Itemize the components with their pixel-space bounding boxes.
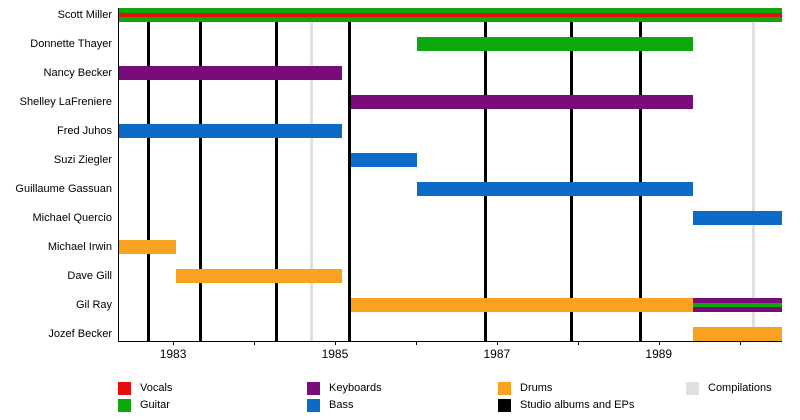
member-tenure-bar [692,327,782,341]
legend-swatch-drums [498,382,511,395]
x-axis-tick [496,341,498,345]
member-tenure-bar [692,298,782,313]
role-stripe-keyboards [692,298,782,303]
member-tenure-bar [175,269,343,283]
x-axis-tick [415,341,417,345]
role-stripe-drums [175,269,343,283]
x-axis-tick [334,341,336,345]
studio-album-release-line [638,8,642,341]
compilation-release-line [751,8,755,341]
member-label: Michael Irwin [47,241,112,253]
member-label: Michael Quercio [32,212,112,224]
studio-album-release-line [483,8,487,341]
legend-swatch-keyboards [307,382,320,395]
member-tenure-bar [119,124,343,138]
role-stripe-keyboards [351,95,693,109]
role-stripe-vocals [119,12,782,18]
role-stripe-bass [416,182,693,196]
plot-area [118,8,782,342]
member-tenure-bar [119,8,782,23]
studio-album-release-line [198,8,202,341]
member-label: Shelley LaFreniere [19,96,112,108]
role-stripe-guitar [692,302,782,308]
x-axis-year-label: 1987 [483,347,511,361]
role-stripe-keyboards [692,307,782,313]
legend-label: Vocals [140,382,173,394]
legend-label: Guitar [140,399,170,411]
member-tenure-bar [119,66,343,80]
legend-swatch-guitar [118,399,131,412]
member-tenure-bar [416,182,693,196]
role-stripe-bass [692,211,782,225]
legend-swatch-studio_albums [498,399,511,412]
x-axis-year-label: 1989 [645,347,673,361]
x-axis-year-label: 1985 [321,347,349,361]
member-label: Gil Ray [75,299,112,311]
member-tenure-bar [351,298,693,312]
legend-label: Bass [329,399,354,411]
x-axis-tick [173,341,175,345]
studio-album-release-line [147,8,151,341]
legend-label: Studio albums and EPs [520,399,635,411]
member-label: Donnette Thayer [30,38,112,50]
legend-label: Compilations [708,382,772,394]
member-label: Fred Juhos [56,125,112,137]
legend-label: Drums [520,382,553,394]
member-label: Suzi Ziegler [53,154,112,166]
role-stripe-guitar [119,17,782,23]
studio-album-release-line [347,8,351,341]
role-stripe-guitar [416,37,693,51]
studio-album-release-line [275,8,279,341]
member-tenure-bar [119,240,176,254]
member-tenure-bar [351,153,417,167]
legend-label: Keyboards [329,382,382,394]
role-stripe-drums [119,240,176,254]
role-stripe-bass [119,124,343,138]
member-tenure-bar [351,95,693,109]
role-stripe-drums [351,298,693,312]
x-axis-tick [739,341,741,345]
x-axis-tick [577,341,579,345]
legend-swatch-compilations [686,382,699,395]
legend-swatch-bass [307,399,320,412]
role-stripe-guitar [119,8,782,13]
x-axis-tick [658,341,660,345]
member-tenure-bar [416,37,693,51]
role-stripe-drums [692,327,782,341]
x-axis-tick [254,341,255,345]
compilation-release-line [309,8,313,341]
x-axis-year-label: 1983 [159,347,187,361]
member-tenure-bar [692,211,782,225]
legend-swatch-vocals [118,382,131,395]
role-stripe-bass [351,153,417,167]
member-label: Dave Gill [67,270,112,282]
member-label: Guillaume Gassuan [15,183,112,195]
member-label: Scott Miller [57,9,112,21]
member-label: Jozef Becker [48,328,112,340]
role-stripe-keyboards [119,66,343,80]
member-label: Nancy Becker [43,67,112,79]
studio-album-release-line [569,8,573,341]
